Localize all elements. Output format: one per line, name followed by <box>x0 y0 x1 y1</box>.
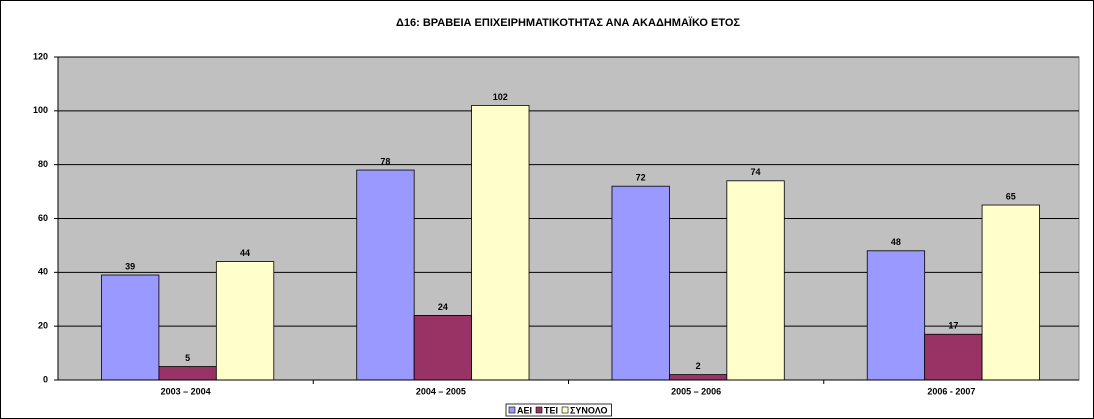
y-tick-label: 80 <box>38 159 48 169</box>
bar <box>611 185 670 381</box>
bar <box>101 274 160 381</box>
bar <box>215 261 275 381</box>
bar <box>413 314 472 381</box>
data-label: 17 <box>948 321 958 331</box>
legend-swatch <box>508 406 516 414</box>
bar <box>924 333 983 381</box>
legend-swatch <box>561 406 569 414</box>
legend-label: ΑΕΙ <box>517 405 532 415</box>
y-tick-label: 60 <box>38 213 48 223</box>
bar <box>726 180 785 381</box>
legend-label: ΤΕΙ <box>544 405 558 415</box>
bar <box>356 169 415 381</box>
y-tick-label: 20 <box>38 321 48 331</box>
data-label: 74 <box>751 167 761 177</box>
y-tick-label: 40 <box>38 267 48 277</box>
data-label: 44 <box>240 248 250 258</box>
x-tick-label: 2003 – 2004 <box>161 386 211 396</box>
data-label: 5 <box>185 353 190 363</box>
chart-title: Δ16: ΒΡΑΒΕΙΑ ΕΠΙΧΕΙΡΗΜΑΤΙΚΟΤΗΤΑΣ ΑΝΑ ΑΚΑ… <box>396 16 740 29</box>
bar <box>158 366 217 381</box>
y-tick-label: 0 <box>43 374 48 384</box>
data-label: 2 <box>696 361 701 371</box>
x-tick-label: 2006 - 2007 <box>927 386 975 396</box>
x-tick-label: 2005 – 2006 <box>671 386 721 396</box>
legend-box <box>505 403 612 417</box>
bar <box>866 250 926 381</box>
bar <box>981 204 1040 381</box>
data-label: 78 <box>380 156 390 166</box>
x-tick-label: 2004 – 2005 <box>416 386 466 396</box>
bar <box>471 105 530 381</box>
data-label: 102 <box>493 92 508 102</box>
data-label: 72 <box>636 173 646 183</box>
bar <box>669 374 728 381</box>
y-tick-label: 100 <box>33 105 48 115</box>
y-tick-label: 120 <box>33 51 48 61</box>
data-label: 48 <box>891 237 901 247</box>
legend-swatch <box>535 406 543 414</box>
data-label: 65 <box>1006 191 1016 201</box>
data-label: 24 <box>438 302 448 312</box>
legend-label: ΣΥΝΟΛΟ <box>570 405 607 415</box>
data-label: 39 <box>125 261 135 271</box>
